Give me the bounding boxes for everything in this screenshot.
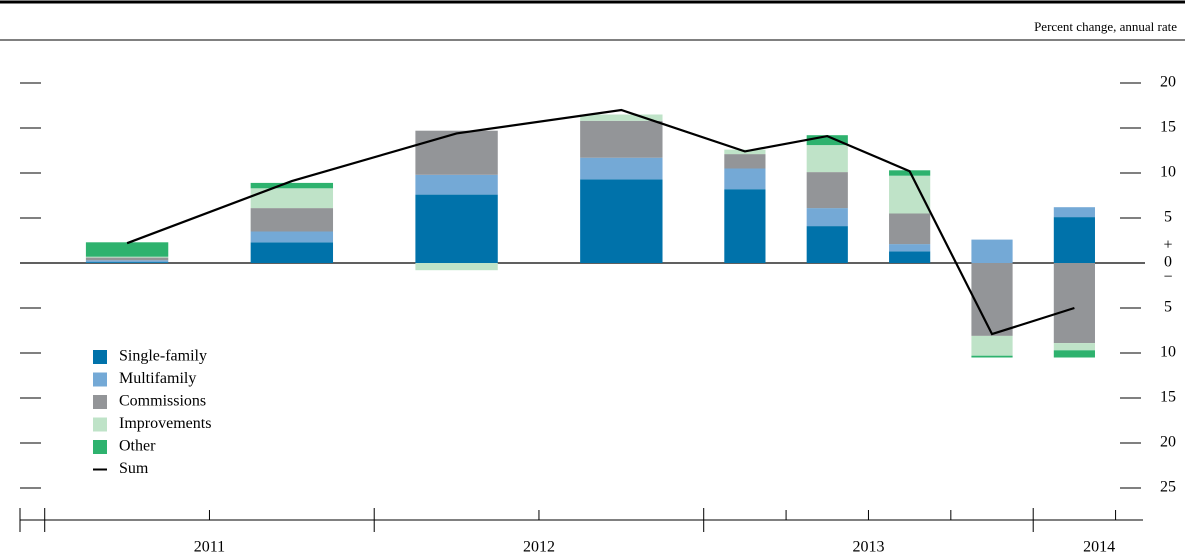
bar-segment bbox=[250, 208, 334, 232]
bar-segment bbox=[85, 242, 169, 257]
subtitle: Percent change, annual rate bbox=[1034, 19, 1177, 34]
zero-sign-plus: + bbox=[1163, 237, 1172, 254]
legend-label: Single-family bbox=[119, 348, 207, 365]
bar-segment bbox=[889, 213, 931, 245]
bar-segment bbox=[415, 174, 498, 195]
bar-segment bbox=[250, 231, 334, 243]
bar-segment bbox=[971, 335, 1013, 356]
x-tick-label: 2012 bbox=[523, 539, 555, 556]
x-tick-label: 2011 bbox=[194, 539, 225, 556]
y-tick-label: 15 bbox=[1160, 389, 1176, 406]
bar-segment bbox=[415, 194, 498, 263]
bar-segment bbox=[1053, 263, 1095, 344]
y-tick-label: 5 bbox=[1164, 299, 1172, 316]
bar-segment bbox=[806, 135, 848, 146]
legend-swatch bbox=[93, 350, 107, 364]
bar-segment bbox=[85, 256, 169, 258]
bar-segment bbox=[1053, 350, 1095, 358]
legend-label: Other bbox=[119, 438, 156, 455]
bar-segment bbox=[971, 239, 1013, 263]
bar-segment bbox=[1053, 207, 1095, 218]
bar-segment bbox=[250, 242, 334, 263]
bar-segment bbox=[806, 226, 848, 263]
bar-segment bbox=[1053, 217, 1095, 263]
bar-segment bbox=[724, 189, 766, 263]
bar-segment bbox=[580, 114, 663, 121]
y-tick-label: 25 bbox=[1160, 479, 1176, 496]
bar-segment bbox=[724, 168, 766, 190]
bar-segment bbox=[806, 145, 848, 173]
bar-segment bbox=[415, 263, 498, 271]
bar-segment bbox=[580, 157, 663, 180]
x-tick-label: 2013 bbox=[852, 539, 884, 556]
bar-segment bbox=[250, 188, 334, 209]
bar-segment bbox=[724, 154, 766, 169]
legend-swatch bbox=[93, 417, 107, 432]
bar-segment bbox=[415, 130, 498, 175]
y-tick-label: 10 bbox=[1160, 344, 1176, 361]
bar-segment bbox=[85, 257, 169, 261]
legend-label: Multifamily bbox=[119, 370, 196, 387]
bar-segment bbox=[806, 208, 848, 227]
bar-segment bbox=[580, 120, 663, 158]
zero-sign-minus: − bbox=[1163, 269, 1172, 286]
bar-segment bbox=[85, 260, 169, 263]
y-tick-label: 10 bbox=[1160, 164, 1176, 181]
bar-segment bbox=[580, 179, 663, 263]
sum-line bbox=[126, 108, 1075, 336]
bar-segment bbox=[889, 175, 931, 214]
bar-segment bbox=[971, 355, 1013, 358]
legend-label: Commissions bbox=[119, 393, 206, 410]
bar-segment bbox=[806, 172, 848, 209]
y-tick-label: 0 bbox=[1164, 254, 1172, 271]
legend-swatch bbox=[93, 395, 107, 409]
bar-segment bbox=[85, 262, 169, 263]
y-tick-label: 15 bbox=[1160, 119, 1176, 136]
bar-segment bbox=[250, 182, 334, 189]
y-tick-label: 20 bbox=[1160, 74, 1176, 91]
bar-segment bbox=[971, 263, 1013, 336]
bar-segment bbox=[889, 251, 931, 263]
y-tick-label: 5 bbox=[1164, 209, 1172, 226]
legend-label: Sum bbox=[119, 460, 149, 477]
legend-label: Improvements bbox=[119, 415, 211, 432]
bar-segment bbox=[889, 244, 931, 252]
legend-swatch bbox=[93, 440, 107, 454]
y-tick-label: 20 bbox=[1160, 434, 1176, 451]
bar-segment bbox=[1053, 343, 1095, 351]
x-tick-label: 2014 bbox=[1083, 539, 1115, 556]
legend-swatch bbox=[93, 372, 107, 387]
